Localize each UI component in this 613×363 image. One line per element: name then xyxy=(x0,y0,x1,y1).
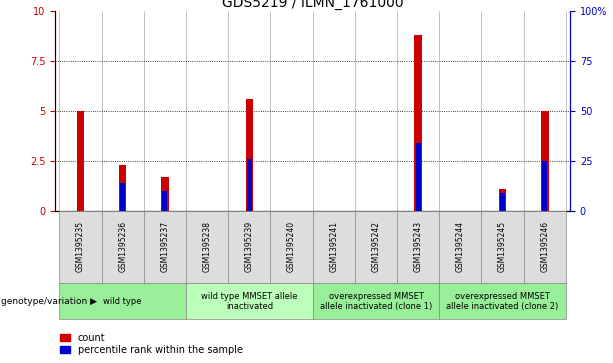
Bar xyxy=(119,165,126,211)
Bar xyxy=(162,191,167,211)
Bar xyxy=(161,176,169,211)
Title: GDS5219 / ILMN_1761000: GDS5219 / ILMN_1761000 xyxy=(222,0,403,10)
FancyBboxPatch shape xyxy=(228,211,270,283)
Text: GSM1395242: GSM1395242 xyxy=(371,221,381,272)
Text: wild type: wild type xyxy=(104,297,142,306)
Text: GSM1395245: GSM1395245 xyxy=(498,221,507,272)
FancyBboxPatch shape xyxy=(440,211,481,283)
Bar xyxy=(499,189,506,211)
FancyBboxPatch shape xyxy=(59,283,186,319)
Bar xyxy=(246,99,253,211)
Bar xyxy=(120,183,125,211)
FancyBboxPatch shape xyxy=(270,211,313,283)
Text: GSM1395237: GSM1395237 xyxy=(161,221,169,272)
Text: GSM1395239: GSM1395239 xyxy=(245,221,254,272)
FancyBboxPatch shape xyxy=(144,211,186,283)
FancyBboxPatch shape xyxy=(524,211,566,283)
Text: genotype/variation ▶: genotype/variation ▶ xyxy=(1,297,97,306)
FancyBboxPatch shape xyxy=(102,211,144,283)
Text: GSM1395235: GSM1395235 xyxy=(76,221,85,272)
Text: GSM1395238: GSM1395238 xyxy=(203,221,211,272)
Text: GSM1395241: GSM1395241 xyxy=(329,221,338,272)
Text: GSM1395246: GSM1395246 xyxy=(540,221,549,272)
Bar xyxy=(414,35,422,211)
FancyBboxPatch shape xyxy=(186,211,228,283)
FancyBboxPatch shape xyxy=(397,211,440,283)
Text: GSM1395244: GSM1395244 xyxy=(456,221,465,272)
FancyBboxPatch shape xyxy=(440,283,566,319)
Bar xyxy=(247,159,252,211)
Bar xyxy=(541,111,549,211)
Text: GSM1395240: GSM1395240 xyxy=(287,221,296,272)
Text: wild type MMSET allele
inactivated: wild type MMSET allele inactivated xyxy=(201,291,297,311)
Legend: count, percentile rank within the sample: count, percentile rank within the sample xyxy=(60,333,243,355)
FancyBboxPatch shape xyxy=(313,283,440,319)
Text: GSM1395236: GSM1395236 xyxy=(118,221,128,272)
Bar xyxy=(416,143,421,211)
FancyBboxPatch shape xyxy=(481,211,524,283)
Text: overexpressed MMSET
allele inactivated (clone 1): overexpressed MMSET allele inactivated (… xyxy=(320,291,432,311)
FancyBboxPatch shape xyxy=(59,211,102,283)
FancyBboxPatch shape xyxy=(186,283,313,319)
FancyBboxPatch shape xyxy=(355,211,397,283)
Bar xyxy=(77,111,85,211)
Text: GSM1395243: GSM1395243 xyxy=(414,221,422,272)
FancyBboxPatch shape xyxy=(313,211,355,283)
Bar xyxy=(543,160,547,211)
Bar xyxy=(500,192,505,211)
Text: overexpressed MMSET
allele inactivated (clone 2): overexpressed MMSET allele inactivated (… xyxy=(446,291,558,311)
